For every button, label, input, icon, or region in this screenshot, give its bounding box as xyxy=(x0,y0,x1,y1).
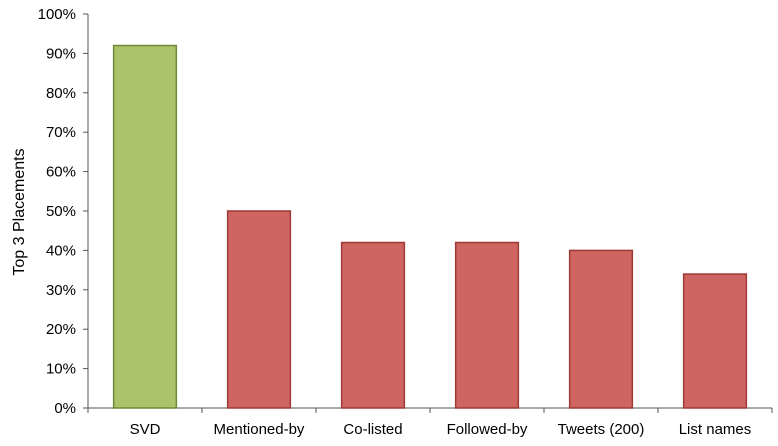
x-tick-label: SVD xyxy=(130,421,161,438)
x-tick-label: List names xyxy=(679,421,752,438)
bar xyxy=(340,241,406,409)
bar xyxy=(112,44,178,409)
y-tick-label: 100% xyxy=(38,6,76,23)
x-tick-label: Mentioned-by xyxy=(214,421,305,438)
y-tick-label: 40% xyxy=(46,242,76,259)
x-tick-label: Followed-by xyxy=(447,421,528,438)
plot-area: 0% 10% 20% 30% 40% 50% 60% 70% 80% 90% 100% SVD Ment… xyxy=(38,6,773,438)
bar xyxy=(226,210,292,409)
y-tick-label: 50% xyxy=(46,203,76,220)
x-tick-label: Co-listed xyxy=(343,421,402,438)
bar xyxy=(568,249,634,409)
y-tick-label: 0% xyxy=(54,400,76,417)
y-tick-label: 10% xyxy=(46,361,76,378)
y-tick-label: 60% xyxy=(46,164,76,181)
y-tick-label: 80% xyxy=(46,85,76,102)
y-tick-label: 90% xyxy=(46,45,76,62)
y-axis-label: Top 3 Placements xyxy=(11,148,28,275)
y-tick-label: 70% xyxy=(46,124,76,141)
x-tick-label: Tweets (200) xyxy=(558,421,645,438)
bar xyxy=(682,273,748,409)
y-tick-label: 20% xyxy=(46,321,76,338)
bar xyxy=(454,241,520,409)
y-tick-label: 30% xyxy=(46,282,76,299)
